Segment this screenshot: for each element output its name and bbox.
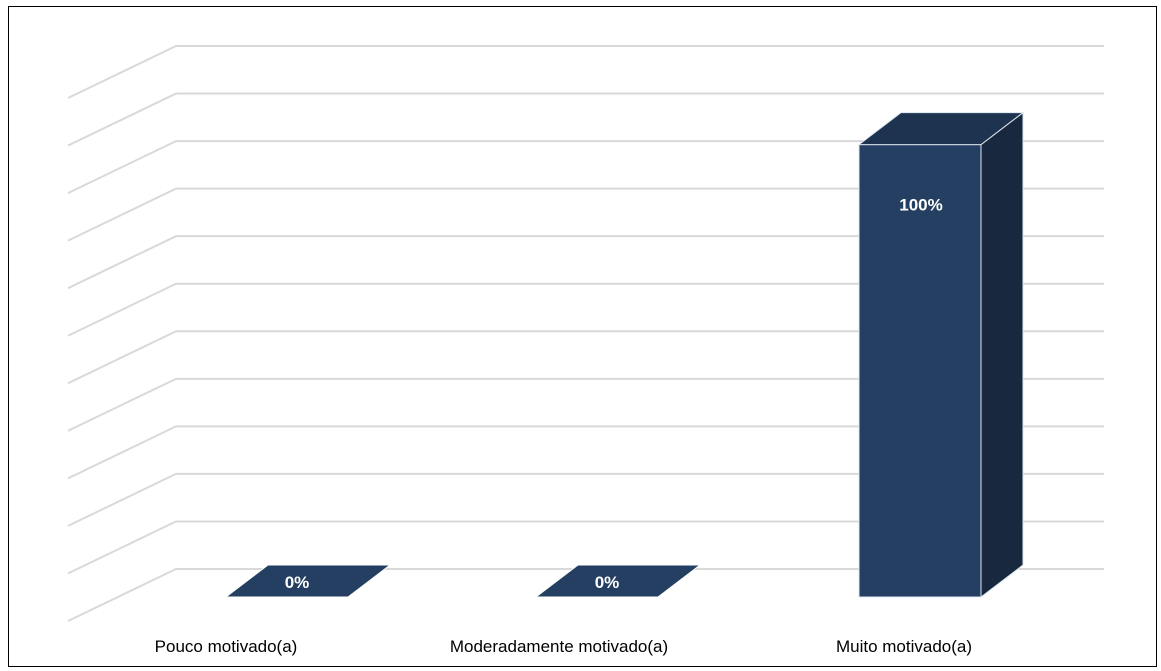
category-tick-label: Moderadamente motivado(a): [450, 637, 668, 656]
gridline: [67, 377, 1104, 432]
bar: [857, 111, 1025, 599]
bar: [534, 564, 702, 598]
data-labels: 0% 0% 100%: [285, 196, 943, 592]
data-label: 0%: [595, 573, 620, 592]
gridline: [67, 330, 1104, 385]
bar-front: [858, 144, 982, 598]
gridline: [67, 425, 1104, 480]
category-tick-label: Muito motivado(a): [836, 637, 972, 656]
gridlines: [67, 45, 1104, 622]
bar-top: [224, 564, 392, 598]
gridline: [67, 282, 1104, 337]
gridline: [67, 187, 1104, 242]
gridline: [67, 472, 1104, 527]
bars: [224, 111, 1025, 599]
bar: [224, 564, 392, 598]
data-label: 100%: [899, 196, 942, 215]
gridline: [67, 235, 1104, 290]
gridline: [67, 140, 1104, 194]
data-label: 0%: [285, 573, 310, 592]
category-tick-label: Pouco motivado(a): [155, 637, 298, 656]
bar-top: [857, 112, 1025, 146]
gridline: [67, 92, 1104, 147]
gridline: [67, 520, 1104, 575]
bar-side: [980, 111, 1024, 599]
gridline: [67, 45, 1104, 99]
bar-top: [534, 564, 702, 598]
category-axis: Pouco motivado(a) Moderadamente motivado(…: [155, 637, 972, 656]
gridline: [67, 568, 1104, 622]
